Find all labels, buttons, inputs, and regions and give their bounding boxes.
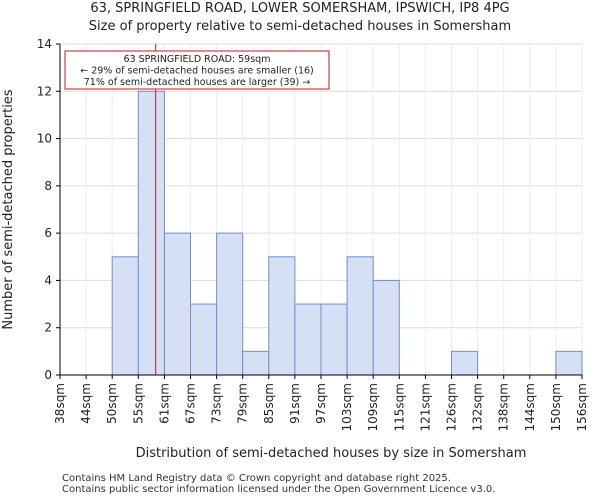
histogram-bar [268, 256, 296, 376]
x-tick-label: 85sqm [262, 383, 276, 424]
footer-attribution-2: Contains public sector information licen… [62, 484, 496, 495]
x-tick-label: 38sqm [53, 383, 67, 424]
x-tick-label: 138sqm [497, 383, 511, 431]
y-tick-label: 14 [37, 37, 52, 51]
x-tick-label: 126sqm [445, 383, 459, 431]
y-tick-label: 8 [44, 179, 52, 193]
x-axis-label: Distribution of semi-detached houses by … [136, 446, 527, 461]
chart-title: 63, SPRINGFIELD ROAD, LOWER SOMERSHAM, I… [90, 1, 510, 16]
histogram-bar [346, 256, 374, 376]
x-tick-label: 103sqm [340, 383, 354, 431]
y-axis-label: Number of semi-detached properties [1, 89, 16, 329]
histogram-bar [190, 303, 218, 376]
x-tick-label: 91sqm [288, 383, 302, 424]
y-tick-label: 10 [37, 132, 52, 146]
x-tick-label: 61sqm [157, 383, 171, 424]
x-tick-label: 144sqm [523, 383, 537, 431]
histogram-bar [372, 279, 400, 376]
annotation-line: 71% of semi-detached houses are larger (… [84, 77, 311, 88]
x-tick-label: 121sqm [418, 383, 432, 431]
y-tick-label: 0 [44, 368, 52, 382]
histogram-bar [216, 232, 244, 376]
histogram-bar [163, 232, 191, 376]
footer-attribution-1: Contains HM Land Registry data © Crown c… [62, 473, 451, 484]
annotation-line: ← 29% of semi-detached houses are smalle… [80, 66, 314, 77]
histogram-bar [242, 350, 270, 376]
x-tick-label: 132sqm [471, 383, 485, 431]
annotation-line: 63 SPRINGFIELD ROAD: 59sqm [124, 54, 271, 65]
x-tick-label: 79sqm [236, 383, 250, 424]
x-tick-label: 55sqm [131, 383, 145, 424]
x-tick-label: 109sqm [366, 383, 380, 431]
x-tick-label: 150sqm [549, 383, 563, 431]
x-tick-label: 50sqm [105, 383, 119, 424]
histogram-bar [320, 303, 348, 376]
chart-subtitle: Size of property relative to semi-detach… [88, 19, 512, 34]
histogram-bar [111, 256, 139, 376]
x-tick-label: 115sqm [392, 383, 406, 431]
y-tick-label: 4 [44, 273, 52, 287]
x-tick-label: 44sqm [79, 383, 93, 424]
histogram-bar [555, 350, 583, 376]
histogram-bar [137, 90, 165, 376]
y-tick-label: 6 [44, 226, 52, 240]
x-tick-label: 97sqm [314, 383, 328, 424]
histogram-bar [294, 303, 322, 376]
y-tick-label: 12 [37, 84, 52, 98]
x-tick-label: 73sqm [210, 383, 224, 424]
histogram-bar [451, 350, 479, 376]
x-tick-label: 67sqm [184, 383, 198, 424]
y-tick-label: 2 [44, 321, 52, 335]
annotation-box [64, 50, 330, 90]
x-tick-label: 156sqm [575, 383, 589, 431]
